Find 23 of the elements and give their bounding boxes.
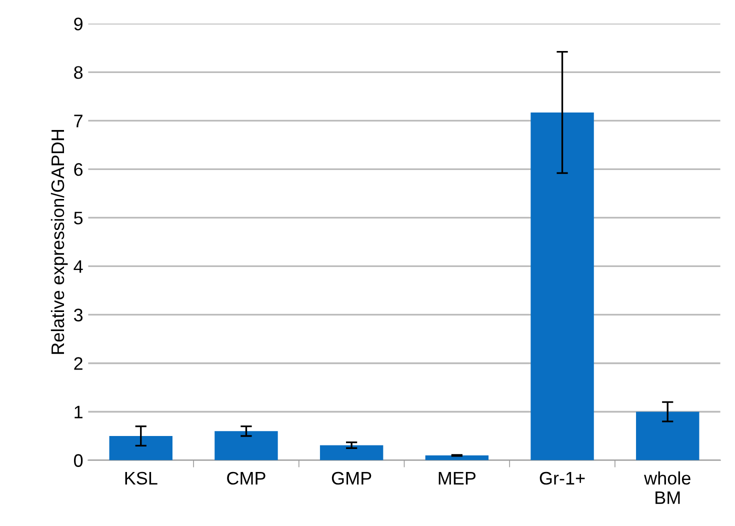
- y-tick-label: 0: [74, 454, 83, 467]
- y-tick-label: 9: [74, 18, 82, 30]
- x-tick-label: GMP: [332, 472, 372, 485]
- x-tick-label: CMP: [227, 472, 266, 485]
- y-tick-label: 3: [74, 308, 83, 322]
- y-tick-label: 6: [74, 163, 83, 176]
- bar: [320, 445, 384, 460]
- y-tick-label: 7: [74, 114, 82, 128]
- y-axis-title: Relative expression/GAPDH: [50, 130, 68, 354]
- bar: [530, 112, 594, 460]
- y-tick-label: 5: [74, 212, 83, 224]
- y-tick-label: 1: [74, 406, 82, 418]
- bar: [636, 412, 700, 460]
- bar: [109, 436, 172, 460]
- bar: [425, 455, 489, 460]
- y-tick-label: 8: [74, 66, 83, 79]
- y-tick-label: 2: [74, 357, 82, 370]
- x-tick-label: KSL: [125, 472, 158, 485]
- x-tick-label: Gr-1+: [540, 472, 585, 485]
- bar: [214, 431, 278, 460]
- y-tick-label: 4: [74, 260, 83, 273]
- x-tick-label: whole BM: [644, 471, 690, 504]
- x-tick-label: MEP: [438, 472, 476, 484]
